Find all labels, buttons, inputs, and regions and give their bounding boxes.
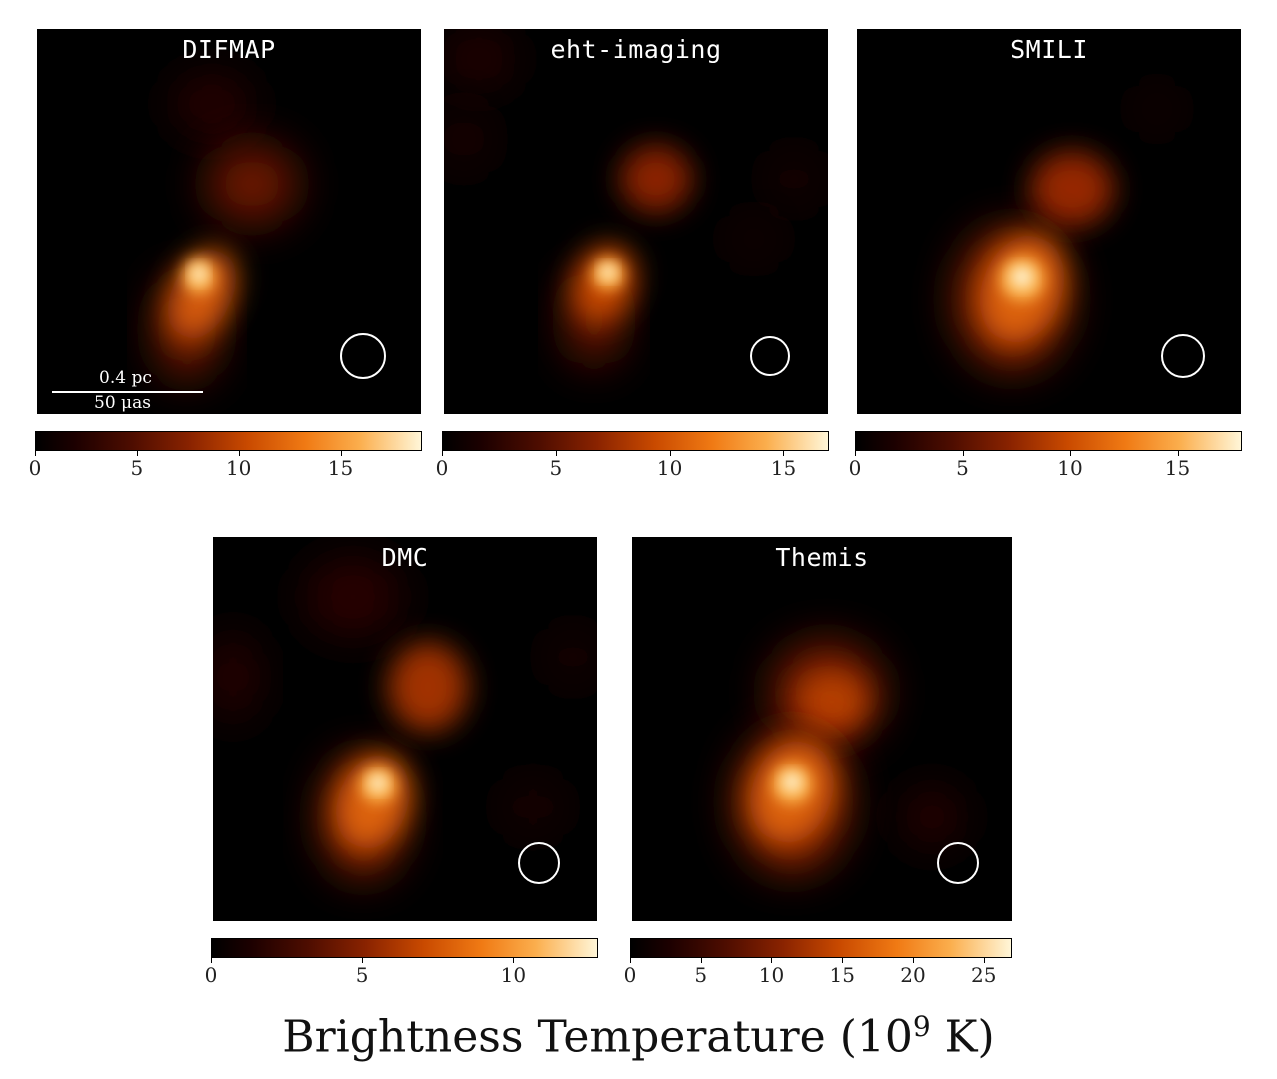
colorbar-tick [1177,451,1179,456]
colorbar-tick [912,958,914,963]
colorbar-tick [362,958,364,963]
colorbar-tick [211,958,212,963]
colorbar-tick-label: 10 [500,963,527,987]
image-panel-difmap: DIFMAP 0.4 pc 50 μas [37,29,421,414]
colorbar-tick [771,958,773,963]
colorbar-tick-label: 5 [549,456,563,480]
colorbar-tick-label: 25 [970,963,997,987]
colorbar-tick-label: 15 [770,456,797,480]
colorbar-gradient [630,938,1012,958]
themis-brightness-image [632,537,1012,921]
colorbar-tick-label: 0 [204,963,218,987]
colorbar-tick-label: 0 [623,963,637,987]
colorbar-themis: 0 5 10 15 20 25 [624,938,1012,990]
colorbar-tick [783,451,785,456]
colorbar-tick-label: 0 [28,456,42,480]
caption-text: Brightness Temperature (10 [282,1011,913,1063]
panel-title: eht-imaging [550,35,722,64]
colorbar-tick [983,958,985,963]
colorbar-tick [555,451,557,456]
panel-title: SMILI [1010,35,1088,64]
colorbar-tick [442,451,443,456]
dmc-brightness-image [213,537,597,921]
colorbar-tick [1070,451,1071,456]
colorbar-gradient [442,431,829,451]
colorbar-tick [842,958,844,963]
panel-title: DMC [381,543,429,572]
image-panel-smili: SMILI [857,29,1241,414]
colorbar-tick [962,451,964,456]
panel-title: Themis [775,543,869,572]
colorbar-axis-label: Brightness Temperature (109 K) [0,1010,1277,1063]
colorbar-tick [855,451,856,456]
caption-unit: K) [930,1011,995,1063]
colorbar-eht-imaging: 0 5 10 15 [436,431,829,483]
colorbar-tick [35,451,36,456]
image-panel-dmc: DMC [213,537,597,921]
colorbar-tick-label: 15 [1164,456,1191,480]
colorbar-tick-label: 10 [225,456,252,480]
smili-brightness-image [857,29,1241,414]
colorbar-gradient [35,431,422,451]
image-panel-themis: Themis [632,537,1012,921]
colorbar-tick-label: 0 [435,456,449,480]
colorbar-tick-label: 15 [327,456,354,480]
colorbar-tick-label: 5 [956,456,969,480]
colorbar-tick [513,958,515,963]
colorbar-tick-label: 20 [900,963,926,987]
caption-exponent: 9 [912,1010,931,1043]
colorbar-smili: 0 5 10 15 [849,431,1242,483]
scalebar-line [52,391,203,393]
colorbar-tick [630,958,631,963]
colorbar-tick-label: 5 [694,963,708,987]
eht-imaging-brightness-image [444,29,828,414]
colorbar-tick-label: 5 [130,456,144,480]
colorbar-tick-label: 15 [829,963,855,987]
scalebar-bottom-label: 50 μas [94,393,151,413]
colorbar-gradient [855,431,1242,451]
colorbar-tick-label: 10 [1057,456,1083,480]
colorbar-tick [340,451,342,456]
difmap-brightness-image [37,29,421,414]
colorbar-tick-label: 10 [758,963,785,987]
colorbar-dmc: 0 5 10 [205,938,598,990]
scalebar-top-label: 0.4 pc [99,368,152,388]
colorbar-tick [669,451,671,456]
image-panel-eht-imaging: eht-imaging [444,29,828,414]
colorbar-tick-label: 5 [355,963,369,987]
colorbar-tick-label: 10 [656,456,683,480]
colorbar-difmap: 0 5 10 15 [29,431,422,483]
colorbar-tick-label: 0 [848,456,862,480]
colorbar-tick [700,958,702,963]
colorbar-tick [238,451,240,456]
panel-title: DIFMAP [182,35,276,64]
colorbar-tick [136,451,138,456]
colorbar-gradient [211,938,598,958]
